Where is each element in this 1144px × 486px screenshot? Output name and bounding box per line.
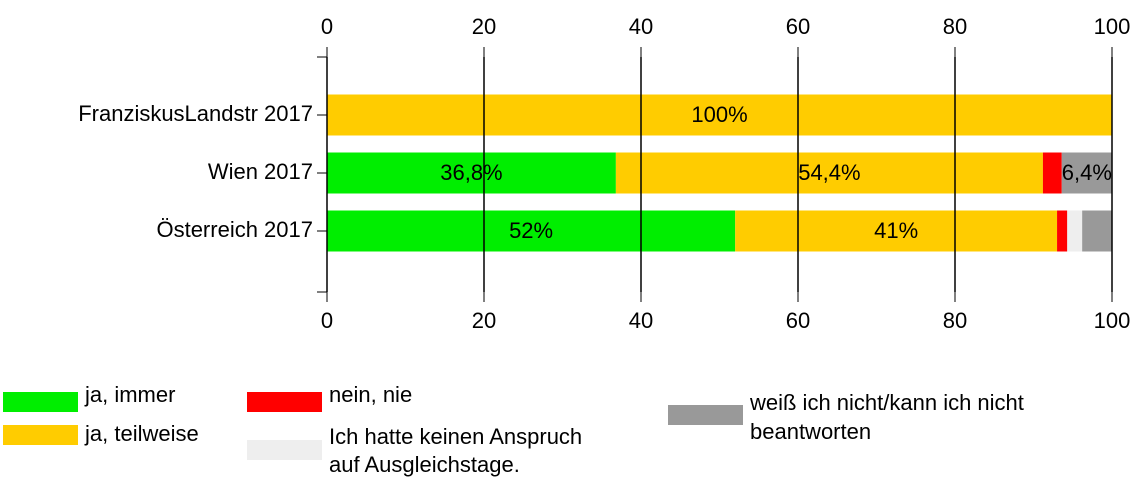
legend-label: weiß ich nicht/kann ich nicht beantworten [749,390,1024,444]
x-tick-label-top: 0 [321,14,333,39]
legend-label: ja, immer [84,382,175,407]
legend-swatch [247,440,322,460]
x-tick-label-top: 40 [629,14,653,39]
bar-segment [327,152,616,194]
x-tick-label-bottom: 80 [943,308,967,333]
legend-swatch [668,405,743,425]
legend-label: ja, teilweise [84,421,199,446]
x-tick-label-top: 60 [786,14,810,39]
bar-segment [1061,152,1112,194]
x-tick-label-top: 100 [1094,14,1131,39]
data-label: 52% [509,218,553,243]
x-tick-label-bottom: 0 [321,308,333,333]
y-tick-label: FranziskusLandstr 2017 [78,101,313,126]
x-tick-label-bottom: 40 [629,308,653,333]
y-tick-label: Österreich 2017 [156,217,313,242]
legend-swatch [3,392,78,412]
x-tick-label-bottom: 100 [1094,308,1131,333]
bar-segment [327,210,736,252]
data-label: 6,4% [1062,160,1112,185]
data-label: 100% [691,102,747,127]
legend-label: nein, nie [329,382,412,407]
legend-label: Ich hatte keinen Anspruch auf Ausgleichst… [329,424,582,477]
bar-segment [1082,210,1112,252]
bar-segment [735,210,1058,252]
x-tick-label-top: 20 [472,14,496,39]
data-label: 36,8% [440,160,502,185]
legend-swatch [247,392,322,412]
x-tick-label-bottom: 60 [786,308,810,333]
bar-segment [1042,152,1062,194]
bar-segment [1057,210,1068,252]
y-tick-label: Wien 2017 [208,159,313,184]
bar-segment [327,94,1112,136]
data-label: 41% [874,218,918,243]
x-tick-label-top: 80 [943,14,967,39]
legend-swatch [3,425,78,445]
bar-segment [615,152,1043,194]
data-label: 54,4% [798,160,860,185]
bar-segment [1067,210,1083,252]
x-tick-label-bottom: 20 [472,308,496,333]
